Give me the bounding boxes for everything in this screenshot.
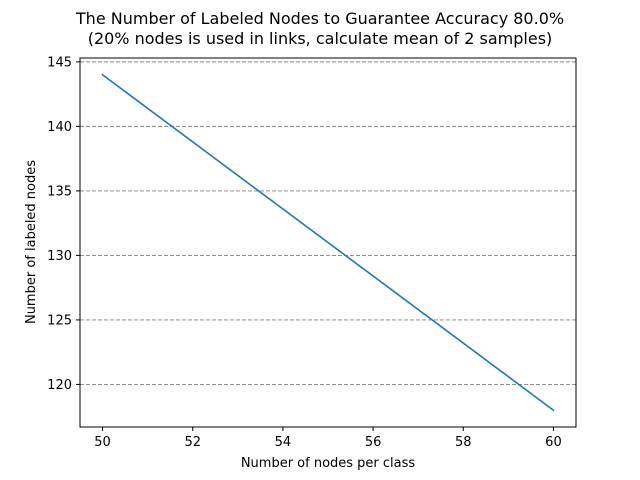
x-axis-label: Number of nodes per class: [241, 456, 416, 471]
x-tick-label: 52: [184, 435, 201, 450]
y-tick-label: 140: [47, 120, 72, 135]
chart-subtitle: (20% nodes is used in links, calculate m…: [88, 29, 553, 48]
y-tick-label: 135: [47, 184, 72, 199]
x-tick-label: 60: [545, 435, 562, 450]
y-tick-label: 120: [47, 378, 72, 393]
y-tick-label: 130: [47, 249, 72, 264]
y-axis-ticks: 120 125 130 135 140 145: [47, 55, 80, 393]
chart-title: The Number of Labeled Nodes to Guarantee…: [75, 9, 564, 28]
x-axis-ticks: 50 52 54 56 58 60: [94, 427, 562, 450]
gridlines: [80, 61, 576, 385]
x-tick-label: 54: [275, 435, 292, 450]
y-tick-label: 125: [47, 313, 72, 328]
y-tick-label: 145: [47, 55, 72, 70]
y-axis-label: Number of labeled nodes: [24, 160, 39, 324]
series-line: [101, 73, 555, 412]
x-tick-label: 50: [94, 435, 111, 450]
x-tick-label: 58: [455, 435, 472, 450]
x-tick-label: 56: [365, 435, 382, 450]
series-layer: [101, 73, 555, 412]
plot-frame: [79, 57, 577, 428]
